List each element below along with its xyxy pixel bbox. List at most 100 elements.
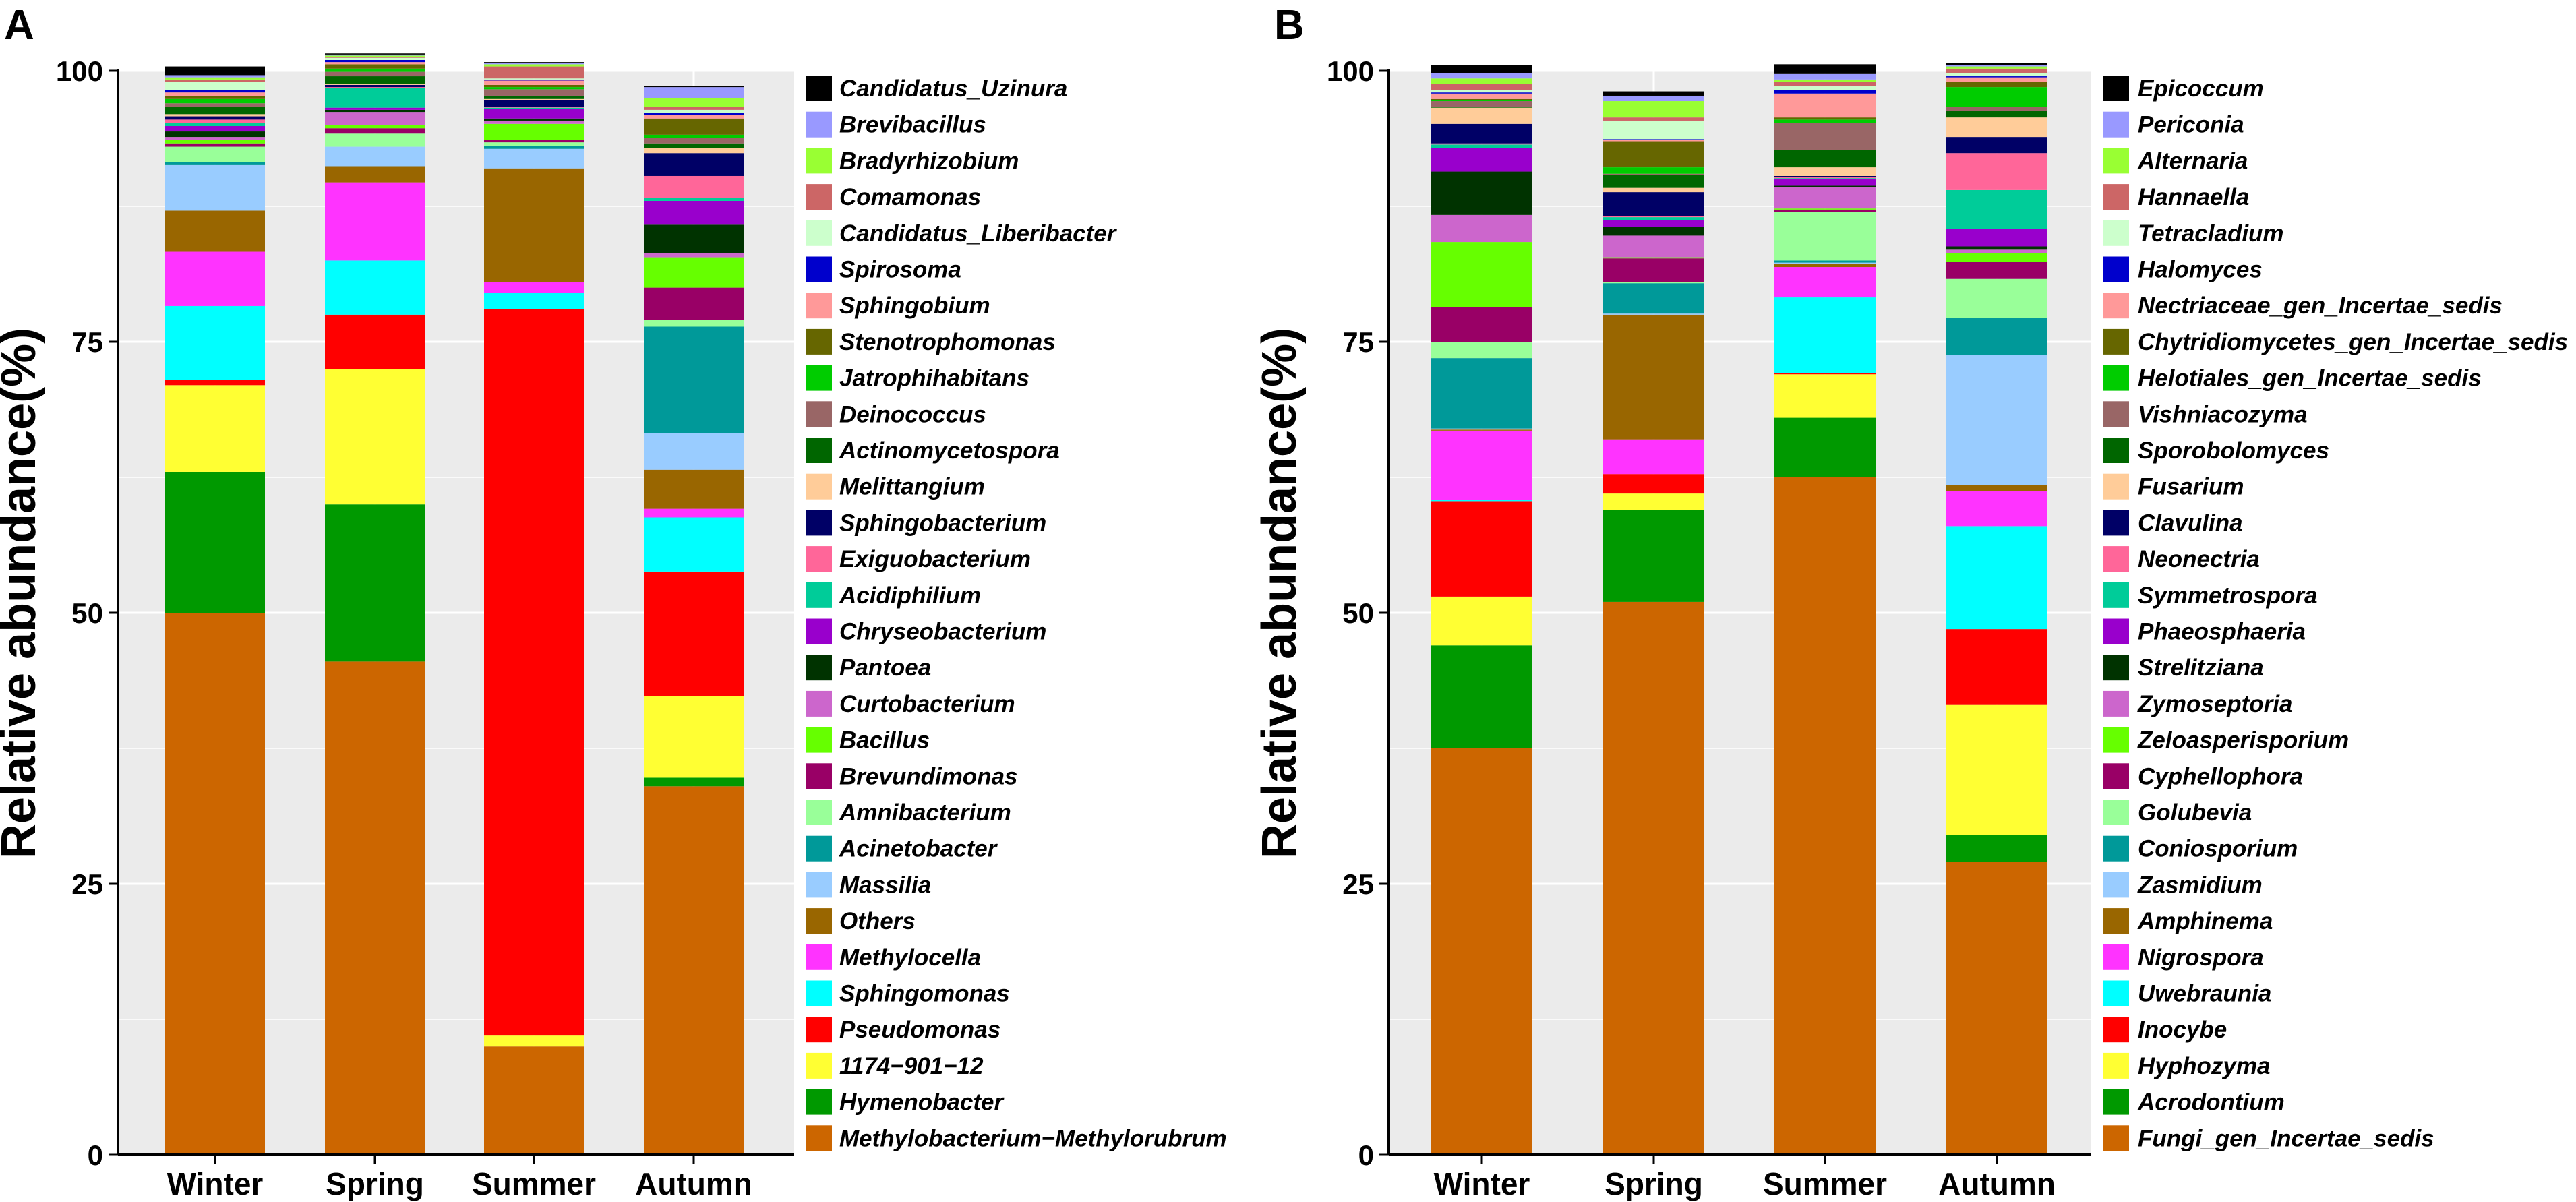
panel-a-legend-item: Amnibacterium	[806, 800, 1011, 826]
panel-b-bar-segment: Autumn – Fungi_gen_Incertae_sedis: 27%	[1946, 862, 2047, 1155]
panel-b-legend-label: Neonectria	[2138, 546, 2260, 572]
panel-b-bar-segment: Winter – Zymoseptoria: 2.5%	[1431, 214, 1532, 243]
panel-a-bar-segment: Winter – Pantoea: 0.5%	[165, 131, 265, 138]
panel-b-legend-item: Coniosporium	[2103, 835, 2298, 862]
panel-b-bar-segment: Winter – Helotiales_gen_Incertae_sedis: …	[1431, 100, 1532, 102]
panel-a-bar-segment: Winter – Deinococcus: 0.3%	[165, 103, 265, 107]
panel-a-legend-swatch	[806, 1125, 832, 1151]
panel-a-bar-segment: Autumn – Methylocella: 0.8%	[644, 508, 744, 518]
panel-b-legend-label: Fusarium	[2138, 474, 2244, 500]
panel-a-bar-segment: Winter – Methylobacterium−Methylorubrum:…	[165, 613, 265, 1155]
panel-a-legend-item: Melittangium	[806, 473, 985, 500]
panel-a-legend-swatch	[806, 510, 832, 536]
panel-b-legend-item: Epicoccum	[2103, 76, 2264, 102]
panel-b-bar-segment: Autumn – Amphinema: 0.6%	[1946, 485, 2047, 491]
panel-b-legend-label: Clavulina	[2138, 510, 2243, 536]
panel-a-legend-item: Spirosoma	[806, 256, 961, 283]
panel-b-bar-segment: Summer – Zymoseptoria: 2%	[1774, 187, 1876, 209]
panel-a-bar-segment: Spring – 1174−901−12: 12.5%	[325, 369, 425, 505]
panel-a-legend-swatch	[806, 220, 832, 246]
panel-a-bar-segment: Winter – Exiguobacterium: 0.3%	[165, 119, 265, 123]
panel-b-bar-segment: Spring – Zasmidium: 0.1%	[1603, 313, 1704, 315]
panel-b-legend-label: Periconia	[2138, 112, 2244, 138]
panel-a-legend-label: Pantoea	[839, 655, 931, 681]
panel-b-bar-segment: Summer – Zasmidium: 0.1%	[1774, 262, 1876, 264]
panel-b-bar-segment: Autumn – Nigrospora: 3.2%	[1946, 491, 2047, 527]
panel-b-legend-swatch	[2103, 438, 2129, 463]
panel-b-bar-segment: Summer – Epicoccum: 0.9%	[1774, 64, 1876, 74]
panel-b-legend-item: Nectriaceae_gen_Incertae_sedis	[2103, 293, 2503, 319]
panel-b-bar-segment: Spring – Golubevia: 0.1%	[1603, 282, 1704, 284]
panel-b-bar-segment: Summer – Alternaria: 0.2%	[1774, 79, 1876, 82]
panel-a-x-tick-label: Autumn	[635, 1166, 752, 1201]
panel-b-legend-item: Alternaria	[2103, 148, 2248, 174]
panel-a-legend-item: Bradyrhizobium	[806, 148, 1019, 174]
panel-b-legend-swatch	[2103, 800, 2129, 825]
panel-a-legend-swatch	[806, 618, 832, 644]
panel-b-legend-swatch	[2103, 293, 2129, 319]
panel-a-legend-label: Deinococcus	[839, 401, 986, 427]
panel-b-bar-segment: Autumn – Golubevia: 3.6%	[1946, 278, 2047, 318]
panel-a-legend-item: Hymenobacter	[806, 1089, 1005, 1116]
panel-a-bar-segment: Winter – Sphingobacterium: 0.3%	[165, 116, 265, 120]
panel-a-bar-segment: Summer – Sphingomonas: 1.5%	[484, 293, 584, 309]
panel-b-bar-segment: Winter – Chytridiomycetes_gen_Incertae_s…	[1431, 98, 1532, 100]
panel-b-legend-swatch	[2103, 184, 2129, 210]
panel-b-bar-segment: Spring – Zeloasperisporium: 0.1%	[1603, 257, 1704, 259]
panel-b-legend-swatch	[2103, 510, 2129, 536]
panel-b-bar-segment: Spring – Periconia: 0.5%	[1603, 95, 1704, 102]
panel-a-legend-item: Massilia	[806, 872, 931, 898]
panel-a-bar-segment: Winter – Spirosoma: 0.2%	[165, 90, 265, 93]
panel-b-bar-segment: Autumn – Vishniacozyma: 0.4%	[1946, 107, 2047, 111]
panel-a-bar-segment: Spring – Candidatus_Uzinura: 0.1%	[325, 53, 425, 55]
panel-b-bar-segment: Winter – Cyphellophora: 3.2%	[1431, 307, 1532, 342]
panel-a-bar-segment: Winter – Candidatus_Uzinura: 0.8%	[165, 66, 265, 76]
panel-a-legend-item: Stenotrophomonas	[806, 328, 1056, 355]
panel-b-legend-label: Inocybe	[2138, 1017, 2227, 1043]
panel-b-legend-item: Golubevia	[2103, 800, 2252, 826]
panel-b-bar-segment: Summer – Fungi_gen_Incertae_sedis: 62.5%	[1774, 477, 1876, 1155]
panel-b-legend-swatch	[2103, 546, 2129, 572]
panel-a-bar-segment: Winter – Pseudomonas: 0.5%	[165, 380, 265, 386]
panel-b-y-tick-label: 75	[1342, 326, 1374, 358]
panel-a-legend-item: Deinococcus	[806, 401, 986, 427]
panel-a-bar-segment: Spring – Candidatus_Liberibacter: 0.2%	[325, 57, 425, 60]
panel-a-legend-item: Sphingomonas	[806, 980, 1010, 1007]
panel-a-bar-segment: Autumn – Methylobacterium−Methylorubrum:…	[644, 786, 744, 1155]
panel-b-legend-item: Vishniacozyma	[2103, 401, 2308, 427]
panel-b-bar-segment: Winter – Acrodontium: 9.5%	[1431, 645, 1532, 748]
panel-a-legend-item: Sphingobacterium	[806, 510, 1046, 536]
panel-b-bar-segment: Spring – Tetracladium: 1.7%	[1603, 120, 1704, 140]
panel-b-bar-segment: Autumn – Alternaria: 0.2%	[1946, 66, 2047, 69]
panel-b-bar-segment: Winter – Epicoccum: 0.7%	[1431, 65, 1532, 73]
panel-a-legend-swatch	[806, 763, 832, 789]
panel-b-bar-segment: Summer – Nigrospora: 2.8%	[1774, 267, 1876, 298]
panel-b-bar-segment: Spring – Halomyces: 0.1%	[1603, 139, 1704, 140]
panel-a-bar-segment: Autumn – Bacillus: 2.8%	[644, 257, 744, 288]
panel-b-bar-segment: Summer – Cyphellophora: 0.2%	[1774, 209, 1876, 212]
panel-b-y-tick-label: 0	[1358, 1139, 1374, 1171]
panel-b-bar-segment: Autumn – Hannaella: 0.4%	[1946, 68, 2047, 73]
panel-b-legend-item: Amphinema	[2103, 908, 2273, 934]
panel-a-bar-segment: Autumn – Jatrophihabitans: 0.3%	[644, 134, 744, 138]
panel-a-bar-segment: Summer – Pseudomonas: 67%	[484, 309, 584, 1036]
panel-a-bar-segment: Summer – Acinetobacter: 0.3%	[484, 145, 584, 149]
panel-a-legend-swatch	[806, 690, 832, 717]
panel-b-bar-segment: Spring – Neonectria: 0.1%	[1603, 216, 1704, 218]
panel-a-bar-segment: Autumn – Brevundimonas: 3%	[644, 287, 744, 320]
panel-a-legend-item: Acidiphilium	[806, 582, 981, 609]
panel-b-bar-segment: Summer – Periconia: 0.5%	[1774, 73, 1876, 80]
panel-b-bar-segment: Spring – Hyphozyma: 1.5%	[1603, 493, 1704, 510]
panel-a-bar-segment: Autumn – Hymenobacter: 0.8%	[644, 777, 744, 787]
panel-a-bar-segment: Winter – 1174−901−12: 8%	[165, 385, 265, 472]
panel-b-bar-segment: Winter – Clavulina: 1.8%	[1431, 123, 1532, 144]
panel-a-bar-segment: Winter – Actinomycetospora: 0.7%	[165, 107, 265, 115]
panel-b-legend-swatch	[2103, 872, 2129, 898]
panel-a-bar-segment: Spring – Brevundimonas: 0.5%	[325, 128, 425, 134]
panel-a-bar-segment: Autumn – Melittangium: 0.5%	[644, 148, 744, 154]
panel-b-bar-segment: Winter – Zeloasperisporium: 6%	[1431, 242, 1532, 307]
panel-a-bar-segment: Winter – Curtobacterium: 0.3%	[165, 137, 265, 140]
panel-b-bar-segment: Winter – Golubevia: 1.5%	[1431, 342, 1532, 359]
panel-a-legend-item: Sphingobium	[806, 293, 990, 319]
panel-b-legend-label: Fungi_gen_Incertae_sedis	[2138, 1125, 2434, 1151]
